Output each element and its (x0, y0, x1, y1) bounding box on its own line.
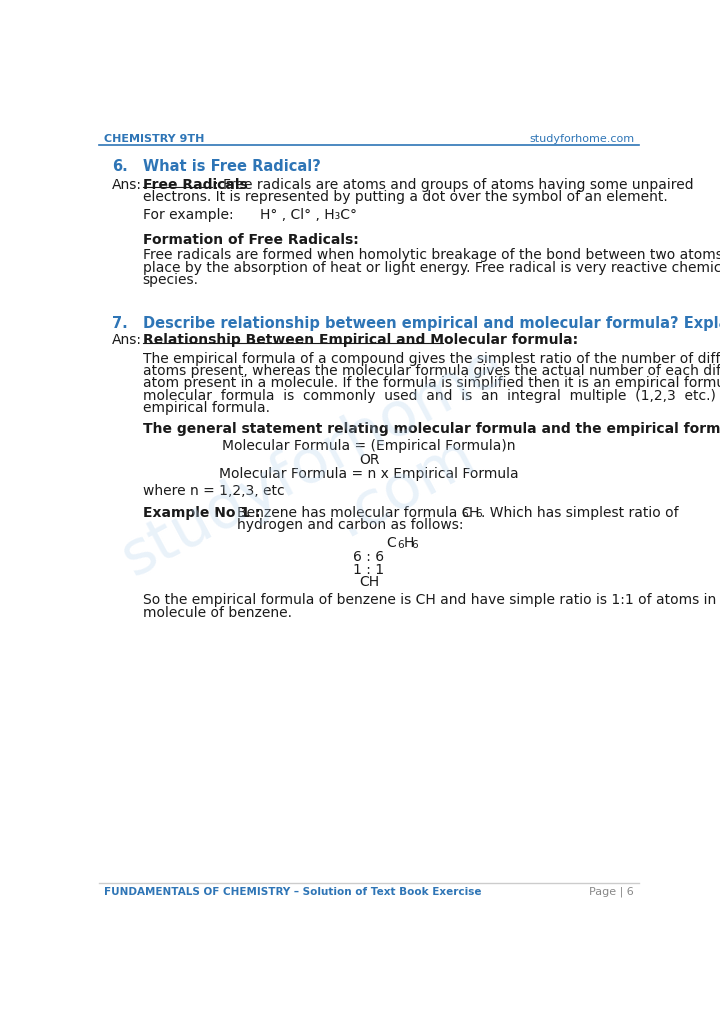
Text: Benzene has molecular formula C: Benzene has molecular formula C (238, 506, 472, 519)
Text: Ans:: Ans: (112, 177, 142, 191)
Text: 6: 6 (475, 509, 482, 519)
Text: 6: 6 (462, 509, 468, 519)
Text: 6: 6 (411, 540, 418, 550)
Text: atom present in a molecule. If the formula is simplified then it is an empirical: atom present in a molecule. If the formu… (143, 377, 720, 390)
Text: What is Free Radical?: What is Free Radical? (143, 159, 320, 174)
Text: 6 : 6: 6 : 6 (354, 551, 384, 564)
Text: Molecular Formula = n x Empirical Formula: Molecular Formula = n x Empirical Formul… (219, 467, 519, 482)
Text: studyforhome.com: studyforhome.com (529, 134, 634, 145)
Text: The general statement relating molecular formula and the empirical formula is:: The general statement relating molecular… (143, 422, 720, 437)
Text: studyforhome
       .com: studyforhome .com (112, 336, 548, 647)
Text: H: H (468, 506, 479, 519)
Text: place by the absorption of heat or light energy. Free radical is very reactive c: place by the absorption of heat or light… (143, 261, 720, 275)
Text: where n = 1,2,3, etc: where n = 1,2,3, etc (143, 485, 284, 498)
Text: atoms present, whereas the molecular formula gives the actual number of each dif: atoms present, whereas the molecular for… (143, 364, 720, 378)
Text: H: H (404, 536, 414, 551)
Text: CH: CH (359, 575, 379, 589)
Text: FUNDAMENTALS OF CHEMISTRY – Solution of Text Book Exercise: FUNDAMENTALS OF CHEMISTRY – Solution of … (104, 887, 482, 897)
Text: Formation of Free Radicals:: Formation of Free Radicals: (143, 233, 359, 247)
Text: 6: 6 (397, 540, 403, 550)
Text: molecule of benzene.: molecule of benzene. (143, 606, 292, 620)
Text: 7.: 7. (112, 317, 127, 331)
Text: molecular  formula  is  commonly  used  and  is  an  integral  multiple  (1,2,3 : molecular formula is commonly used and i… (143, 389, 720, 402)
Text: CHEMISTRY 9TH: CHEMISTRY 9TH (104, 134, 204, 145)
Text: : Free radicals are atoms and groups of atoms having some unpaired: : Free radicals are atoms and groups of … (214, 177, 693, 191)
Text: species.: species. (143, 273, 199, 287)
Text: Example No 1 :: Example No 1 : (143, 506, 260, 519)
Text: H° , Cl° , H₃C°: H° , Cl° , H₃C° (261, 209, 358, 222)
Text: 6.: 6. (112, 159, 127, 174)
Text: The empirical formula of a compound gives the simplest ratio of the number of di: The empirical formula of a compound give… (143, 351, 720, 365)
Text: For example:: For example: (143, 209, 233, 222)
Text: . Which has simplest ratio of: . Which has simplest ratio of (482, 506, 679, 519)
Text: Relationship Between Empirical and Molecular formula:: Relationship Between Empirical and Molec… (143, 333, 578, 347)
Text: Free Radicals: Free Radicals (143, 177, 248, 191)
Text: Free radicals are formed when homolytic breakage of the bond between two atoms t: Free radicals are formed when homolytic … (143, 248, 720, 263)
Text: Molecular Formula = (Empirical Formula)n: Molecular Formula = (Empirical Formula)n (222, 440, 516, 453)
Text: C: C (386, 536, 395, 551)
Text: 1 : 1: 1 : 1 (354, 563, 384, 576)
Text: Ans:: Ans: (112, 333, 142, 347)
Text: Page | 6: Page | 6 (589, 887, 634, 897)
Text: So the empirical formula of benzene is CH and have simple ratio is 1:1 of atoms : So the empirical formula of benzene is C… (143, 593, 716, 608)
Text: OR: OR (359, 453, 379, 467)
Text: empirical formula.: empirical formula. (143, 401, 270, 415)
Text: Describe relationship between empirical and molecular formula? Explain with exam: Describe relationship between empirical … (143, 317, 720, 331)
Text: electrons. It is represented by putting a dot over the symbol of an element.: electrons. It is represented by putting … (143, 190, 667, 204)
Text: hydrogen and carbon as follows:: hydrogen and carbon as follows: (238, 518, 464, 532)
